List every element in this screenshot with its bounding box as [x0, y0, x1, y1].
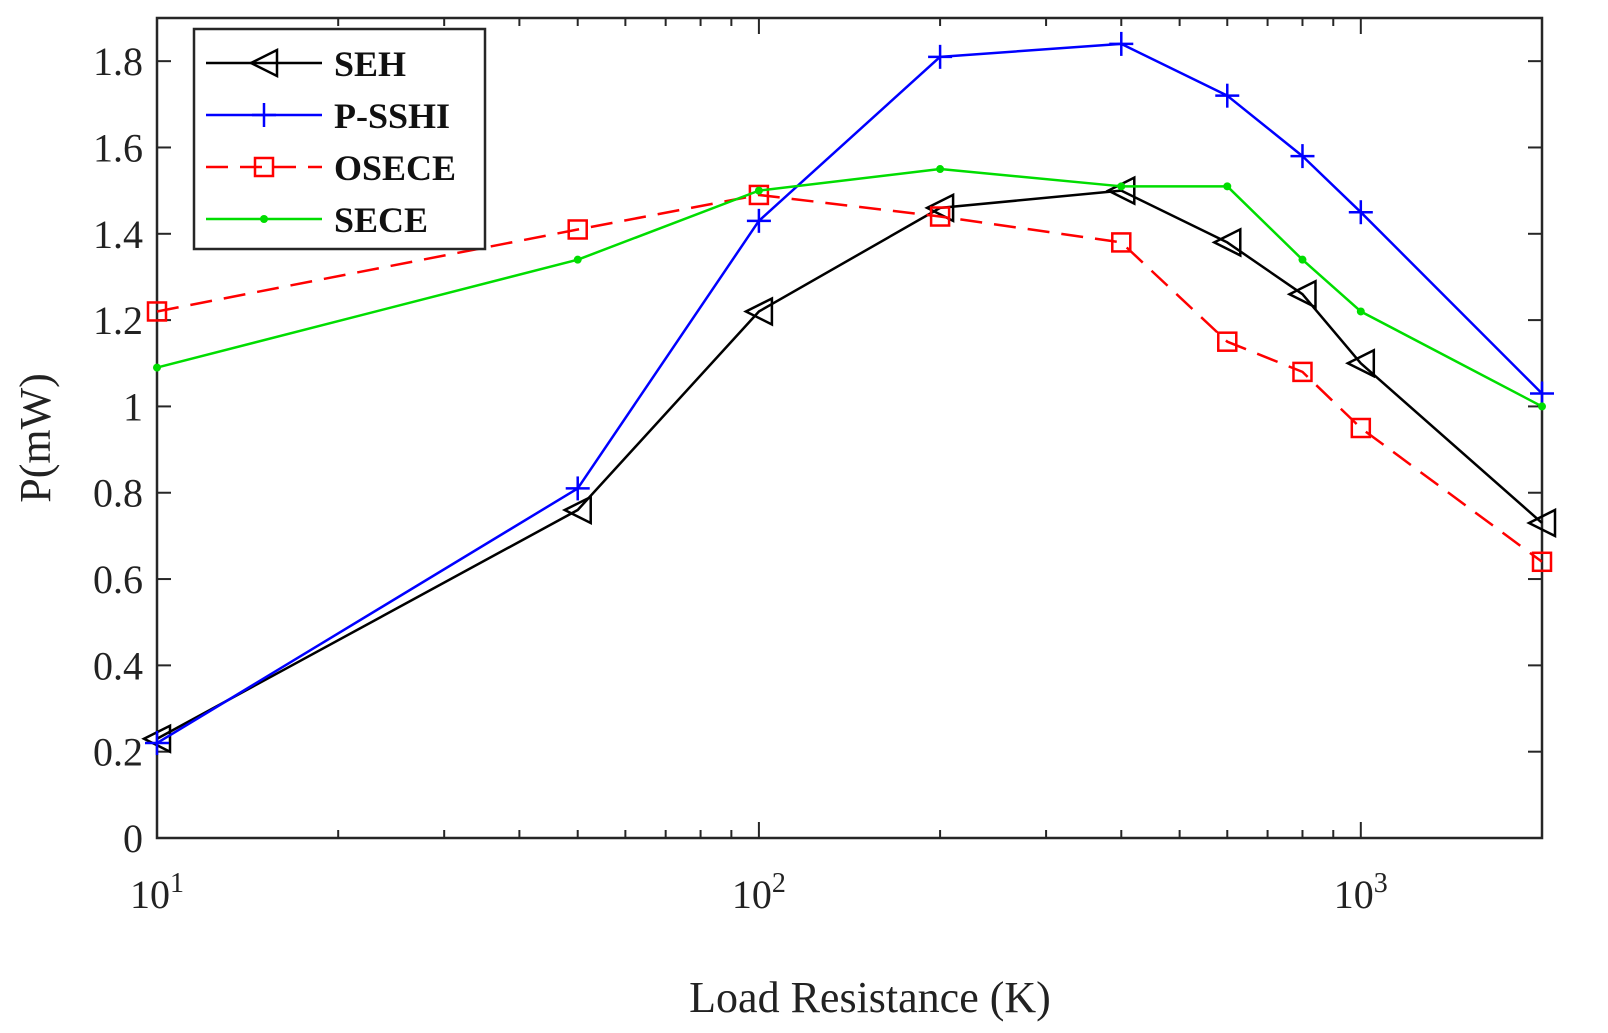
legend-item-osece: OSECE: [206, 148, 456, 188]
data-point-osece: [1111, 232, 1132, 253]
data-point-p-sshi: [145, 731, 169, 756]
legend-label: P-SSHI: [334, 96, 450, 136]
series-osece: [146, 184, 1553, 573]
data-point-seh: [561, 494, 592, 526]
data-point-p-sshi: [1109, 31, 1134, 56]
data-point-sece: [1117, 182, 1126, 191]
y-tick-label: 1.6: [93, 125, 143, 170]
data-point-p-sshi: [1530, 381, 1554, 406]
legend-item-p-sshi: P-SSHI: [206, 96, 450, 136]
y-tick-label: 1.4: [93, 212, 143, 257]
data-point-seh: [1286, 279, 1317, 310]
legend-swatch-marker: [253, 156, 275, 178]
data-point-p-sshi: [1215, 83, 1240, 108]
legend-item-seh: SEH: [206, 44, 406, 84]
x-tick-label: 103: [1334, 868, 1388, 917]
legend-box: [192, 27, 487, 251]
data-point-sece: [1298, 255, 1307, 264]
series-line-osece: [156, 193, 1543, 563]
data-point-seh: [743, 296, 774, 327]
data-point-osece: [567, 219, 588, 240]
data-point-seh: [1345, 348, 1376, 379]
data-point-osece: [1350, 417, 1372, 439]
x-tick-label: 101: [130, 868, 184, 917]
data-point-osece: [929, 206, 951, 227]
data-point-sece: [1223, 182, 1232, 191]
data-point-seh: [1211, 227, 1242, 258]
data-point-sece: [936, 165, 945, 174]
legend-swatch-marker: [260, 215, 268, 223]
y-tick-label: 0: [123, 816, 143, 861]
legend: SEH P-SSHI OSECE SECE: [192, 27, 487, 251]
data-point-sece: [573, 255, 582, 264]
y-tick-label: 0.4: [93, 643, 143, 688]
legend-swatch-marker: [252, 103, 276, 127]
data-point-osece: [1292, 361, 1313, 383]
y-tick-label: 0.8: [93, 471, 143, 516]
data-point-sece: [1538, 402, 1546, 411]
data-point-sece: [1356, 307, 1365, 316]
data-point-p-sshi: [1348, 200, 1373, 225]
data-point-p-sshi: [928, 44, 953, 69]
data-point-p-sshi: [565, 476, 590, 501]
series-p-sshi: [145, 31, 1554, 756]
data-point-sece: [153, 363, 161, 372]
series-line-seh: [156, 189, 1543, 740]
legend-label: OSECE: [334, 148, 456, 188]
data-point-p-sshi: [1290, 144, 1315, 169]
y-axis-label: P(mW): [11, 373, 60, 503]
x-tick-label: 102: [732, 868, 786, 917]
data-point-osece: [1531, 551, 1553, 573]
data-point-p-sshi: [746, 208, 771, 233]
series-sece: [153, 165, 1546, 411]
legend-item-sece: SECE: [206, 200, 428, 240]
series-layer: [141, 31, 1557, 756]
legend-swatch-marker: [248, 47, 279, 79]
data-point-osece: [1217, 331, 1238, 352]
y-tick-label: 0.6: [93, 557, 143, 602]
data-point-seh: [1526, 507, 1557, 538]
legend-label: SECE: [334, 200, 428, 240]
y-tick-label: 0.2: [93, 730, 143, 775]
data-point-sece: [754, 186, 763, 195]
y-tick-label: 1.8: [93, 39, 143, 84]
y-tick-label: 1.2: [93, 298, 143, 343]
legend-label: SEH: [334, 44, 406, 84]
data-point-osece: [146, 301, 168, 322]
y-tick-label: 1: [123, 384, 143, 429]
data-point-seh: [924, 192, 955, 223]
x-axis-label: Load Resistance (K): [689, 973, 1051, 1022]
